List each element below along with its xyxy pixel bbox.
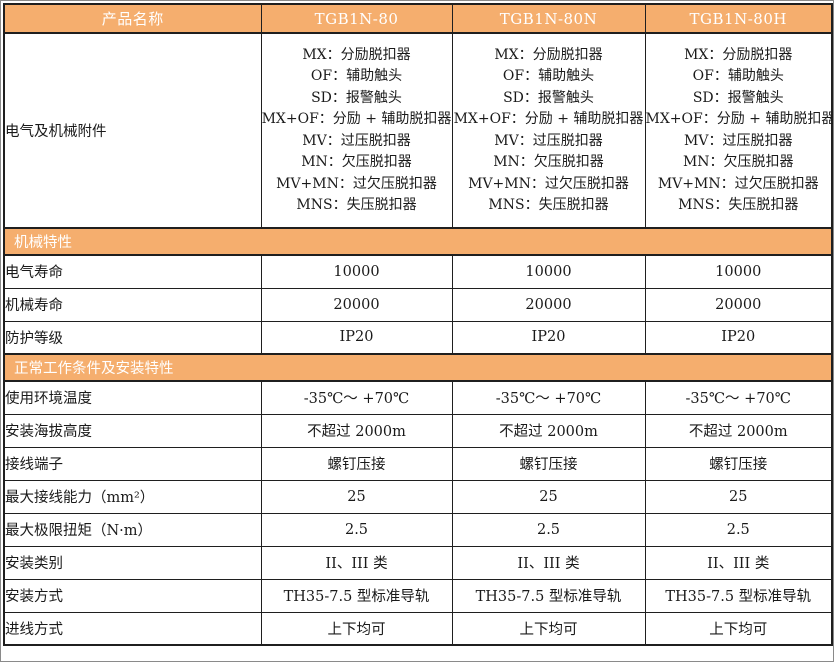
table-row: 最大接线能力（mm²） 25 25 25 (3, 479, 833, 514)
cell-value: -35℃～ +70℃ (260, 380, 453, 415)
accessory-line: OF：辅助触头 (502, 68, 595, 84)
cell-value: II、III 类 (644, 545, 833, 580)
accessory-line: SD：报警触头 (692, 89, 784, 106)
cell-value: -35℃～ +70℃ (644, 380, 833, 415)
table-row: 接线端子 螺钉压接 螺钉压接 螺钉压接 (3, 446, 833, 481)
table-row: 电气寿命 10000 10000 10000 (3, 254, 833, 289)
table-row: 最大极限扭矩（N·m） 2.5 2.5 2.5 (3, 512, 833, 547)
table-row: 机械寿命 20000 20000 20000 (3, 287, 833, 322)
row-label: 安装类别 (3, 545, 262, 580)
accessory-line: MV：过压脱扣器 (494, 132, 603, 149)
accessory-line: SD：报警触头 (503, 89, 594, 106)
cell-value: 螺钉压接 (644, 446, 833, 481)
row-label: 最大接线能力（mm²） (3, 479, 262, 514)
accessory-line: MV+MN：过欠压脱扣器 (276, 175, 437, 192)
row-label: 机械寿命 (3, 287, 262, 322)
cell-value: 不超过 2000m (644, 413, 833, 448)
row-label: 使用环境温度 (3, 380, 262, 415)
accessory-line: MX：分励脱扣器 (302, 46, 411, 63)
accessory-line: MV：过压脱扣器 (684, 132, 793, 149)
row-label: 进线方式 (3, 611, 262, 646)
accessories-cell-tgb1n-80h: MX：分励脱扣器 OF：辅助触头 SD：报警触头 MX+OF：分励 + 辅助脱扣… (644, 32, 834, 229)
accessory-line: MV+MN：过欠压脱扣器 (468, 175, 629, 192)
column-header-tgb1n-80n: TGB1N-80N (451, 3, 646, 34)
row-label: 防护等级 (3, 320, 262, 355)
accessory-line: MN：欠压脱扣器 (682, 154, 794, 170)
table-row: 安装类别 II、III 类 II、III 类 II、III 类 (3, 545, 833, 580)
accessory-line: SD：报警触头 (311, 89, 402, 106)
row-label: 接线端子 (3, 446, 262, 481)
row-label: 最大极限扭矩（N·m） (3, 512, 262, 547)
cell-value: IP20 (451, 320, 646, 355)
cell-value: TH35-7.5 型标准导轨 (260, 578, 453, 613)
cell-value: 上下均可 (451, 611, 646, 646)
cell-value: 2.5 (451, 512, 646, 547)
cell-value: 2.5 (644, 512, 833, 547)
row-label: 电气寿命 (3, 254, 262, 289)
accessories-cell-tgb1n-80: MX：分励脱扣器 OF：辅助触头 SD：报警触头 MX+OF：分励 + 辅助脱扣… (260, 32, 453, 229)
accessories-row-label: 电气及机械附件 (3, 32, 262, 229)
cell-value: II、III 类 (260, 545, 453, 580)
accessory-line: MN：欠压脱扣器 (493, 154, 604, 170)
cell-value: IP20 (260, 320, 453, 355)
cell-value: 上下均可 (644, 611, 833, 646)
accessories-row: 电气及机械附件 MX：分励脱扣器 OF：辅助触头 SD：报警触头 MX+OF：分… (3, 32, 834, 229)
row-label: 安装海拔高度 (3, 413, 262, 448)
cell-value: 25 (644, 479, 833, 514)
cell-value: 20000 (451, 287, 646, 322)
column-header-product-name: 产品名称 (3, 3, 262, 34)
accessory-line: MV+MN：过欠压脱扣器 (657, 175, 819, 192)
cell-value: 10000 (260, 254, 453, 289)
column-header-tgb1n-80: TGB1N-80 (260, 3, 453, 34)
cell-value: -35℃～ +70℃ (451, 380, 646, 415)
accessory-line: MN：欠压脱扣器 (301, 154, 412, 170)
accessory-line: OF：辅助触头 (692, 68, 784, 84)
section-bar-operating-conditions: 正常工作条件及安装特性 (3, 353, 833, 382)
section-bar-mechanical: 机械特性 (3, 227, 833, 256)
accessories-cell-tgb1n-80n: MX：分励脱扣器 OF：辅助触头 SD：报警触头 MX+OF：分励 + 辅助脱扣… (451, 32, 646, 229)
accessory-line: MX：分励脱扣器 (494, 46, 603, 63)
table-header-row: 产品名称 TGB1N-80 TGB1N-80N TGB1N-80H (3, 3, 833, 34)
cell-value: 20000 (644, 287, 833, 322)
cell-value: 螺钉压接 (260, 446, 453, 481)
table-row: 进线方式 上下均可 上下均可 上下均可 (3, 611, 833, 646)
accessory-line: MNS：失压脱扣器 (296, 197, 417, 213)
cell-value: 2.5 (260, 512, 453, 547)
accessory-line: OF：辅助触头 (310, 68, 403, 84)
accessory-line: MX+OF：分励 + 辅助脱扣器 (453, 111, 644, 127)
column-header-tgb1n-80h: TGB1N-80H (644, 3, 833, 34)
cell-value: 25 (451, 479, 646, 514)
cell-value: 螺钉压接 (451, 446, 646, 481)
cell-value: 20000 (260, 287, 453, 322)
cell-value: TH35-7.5 型标准导轨 (644, 578, 833, 613)
cell-value: 不超过 2000m (451, 413, 646, 448)
cell-value: TH35-7.5 型标准导轨 (451, 578, 646, 613)
accessory-line: MX+OF：分励 + 辅助脱扣器 (645, 111, 834, 127)
cell-value: 上下均可 (260, 611, 453, 646)
cell-value: 10000 (644, 254, 833, 289)
cell-value: II、III 类 (451, 545, 646, 580)
table-row: 安装海拔高度 不超过 2000m 不超过 2000m 不超过 2000m (3, 413, 833, 448)
accessory-line: MNS：失压脱扣器 (488, 197, 609, 213)
accessory-line: MNS：失压脱扣器 (678, 197, 799, 213)
table-row: 使用环境温度 -35℃～ +70℃ -35℃～ +70℃ -35℃～ +70℃ (3, 380, 833, 415)
section-title: 正常工作条件及安装特性 (3, 353, 833, 382)
section-title: 机械特性 (3, 227, 833, 256)
accessory-line: MV：过压脱扣器 (302, 132, 411, 149)
table-row: 安装方式 TH35-7.5 型标准导轨 TH35-7.5 型标准导轨 TH35-… (3, 578, 833, 613)
cell-value: IP20 (644, 320, 833, 355)
row-label: 安装方式 (3, 578, 262, 613)
cell-value: 10000 (451, 254, 646, 289)
product-spec-table: 产品名称 TGB1N-80 TGB1N-80N TGB1N-80H 电气及机械附… (3, 3, 833, 646)
accessory-line: MX：分励脱扣器 (684, 46, 793, 63)
cell-value: 不超过 2000m (260, 413, 453, 448)
accessory-line: MX+OF：分励 + 辅助脱扣器 (261, 111, 452, 127)
cell-value: 25 (260, 479, 453, 514)
table-row: 防护等级 IP20 IP20 IP20 (3, 320, 833, 355)
